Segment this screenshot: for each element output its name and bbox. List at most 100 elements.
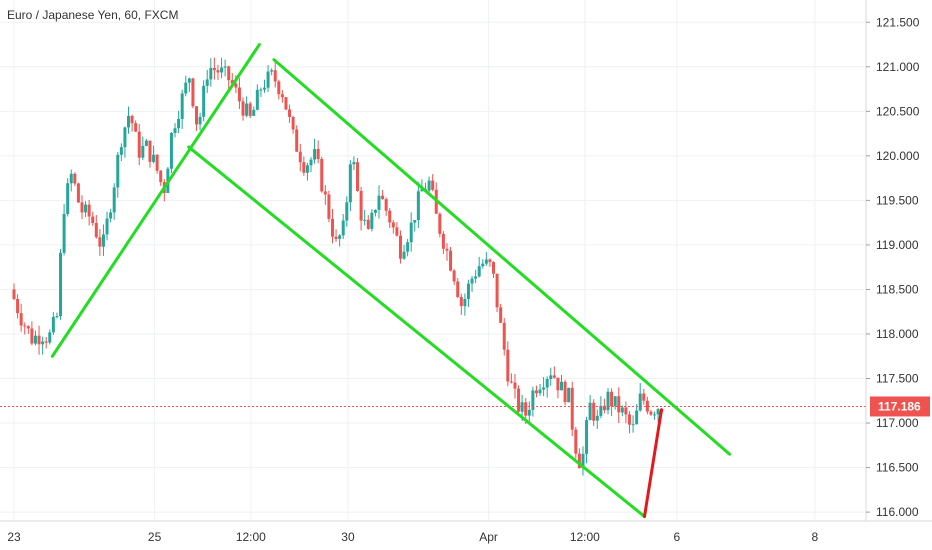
- candle-body: [148, 140, 152, 162]
- horizontal-grid: [0, 21, 866, 513]
- x-tick-label: Apr: [479, 530, 498, 544]
- candle-body: [323, 191, 327, 195]
- candle-body: [94, 222, 98, 238]
- candle-body: [542, 387, 546, 390]
- y-tick-label: 116.500: [876, 461, 919, 475]
- x-tick-label: 25: [148, 530, 162, 544]
- candle-body: [280, 94, 284, 98]
- candle-body: [377, 195, 381, 210]
- candle-body: [123, 127, 127, 148]
- candle-body: [277, 81, 281, 95]
- candle-body: [284, 97, 288, 110]
- candle-body: [130, 115, 134, 124]
- price-axis[interactable]: 121.500 121.000 120.500 120.000 119.500 119.0…: [866, 15, 920, 519]
- candle-body: [524, 402, 528, 416]
- candle-body: [220, 67, 224, 73]
- y-tick-label: 121.500: [876, 15, 920, 29]
- candle-body: [531, 390, 535, 410]
- candle-body: [406, 242, 410, 252]
- candle-body: [509, 381, 513, 383]
- candle-body: [69, 173, 73, 184]
- candle-body: [627, 414, 631, 425]
- candle-body: [381, 195, 385, 200]
- candle-body: [84, 204, 88, 213]
- candle-body: [109, 212, 113, 219]
- candle-body: [574, 429, 578, 454]
- candle-body: [44, 341, 48, 343]
- candle-body: [155, 154, 159, 171]
- candle-body: [259, 89, 263, 91]
- candle-body: [449, 250, 453, 271]
- candle-body: [48, 332, 52, 343]
- candle-body: [452, 270, 456, 282]
- candle-body: [585, 420, 589, 454]
- candle-body: [216, 70, 220, 73]
- candle-body: [602, 405, 606, 411]
- candle-body: [477, 266, 481, 277]
- candle-body: [635, 410, 639, 425]
- candle-body: [26, 326, 30, 329]
- candle-body: [502, 322, 506, 350]
- candle-body: [37, 335, 41, 345]
- candle-body: [327, 194, 331, 219]
- candle-body: [373, 209, 377, 213]
- candle-body: [370, 212, 374, 229]
- candle-body: [101, 234, 105, 247]
- candle-body: [495, 273, 499, 308]
- candle-body: [642, 393, 646, 401]
- candle-body: [141, 145, 145, 158]
- candle-body: [245, 103, 249, 116]
- candle-body: [499, 307, 503, 323]
- time-axis[interactable]: 23 25 12:00 30 Apr 12:00 6 8: [7, 530, 818, 544]
- candle-body: [33, 335, 37, 344]
- candle-body: [198, 116, 202, 125]
- candle-body: [463, 298, 467, 307]
- candle-body: [395, 227, 399, 236]
- candle-body: [273, 70, 277, 82]
- candle-body: [194, 106, 198, 125]
- y-tick-label: 117.500: [876, 372, 919, 386]
- candle-body: [459, 297, 463, 307]
- channel-trendline[interactable]: [50, 43, 261, 358]
- candle-body: [112, 187, 116, 213]
- channel-trendline[interactable]: [187, 145, 646, 519]
- candle-body: [402, 251, 406, 259]
- candle-body: [513, 382, 517, 389]
- candle-body: [527, 409, 531, 416]
- candlesticks: [12, 57, 664, 476]
- candle-body: [116, 154, 120, 188]
- x-tick-label: 12:00: [236, 530, 266, 544]
- candle-body: [76, 183, 80, 203]
- candle-body: [134, 123, 138, 132]
- candle-body: [545, 378, 549, 388]
- candle-body: [456, 281, 460, 298]
- candle-body: [631, 424, 635, 426]
- candle-body: [169, 132, 173, 169]
- candle-body: [409, 222, 413, 243]
- candle-body: [592, 402, 596, 421]
- candle-body: [237, 87, 241, 102]
- channel-trendline[interactable]: [272, 58, 732, 456]
- candle-body: [187, 78, 191, 83]
- drawings[interactable]: [50, 43, 732, 519]
- y-tick-label: 116.000: [876, 505, 919, 519]
- candle-body: [341, 220, 345, 236]
- candle-body: [227, 66, 231, 81]
- candle-body: [152, 154, 156, 162]
- candle-body: [492, 261, 496, 274]
- candle-body: [234, 83, 238, 88]
- candle-body: [241, 101, 245, 116]
- candle-body: [252, 109, 256, 116]
- candle-body: [577, 453, 581, 469]
- candle-body: [570, 387, 574, 430]
- forecast-line[interactable]: [642, 408, 664, 519]
- candle-body: [309, 159, 313, 166]
- candle-body: [649, 411, 653, 415]
- candle-body: [398, 235, 402, 259]
- candle-body: [177, 118, 181, 129]
- candle-body: [610, 391, 614, 407]
- candle-body: [359, 190, 363, 221]
- candle-body: [588, 402, 592, 421]
- candle-body: [656, 409, 660, 415]
